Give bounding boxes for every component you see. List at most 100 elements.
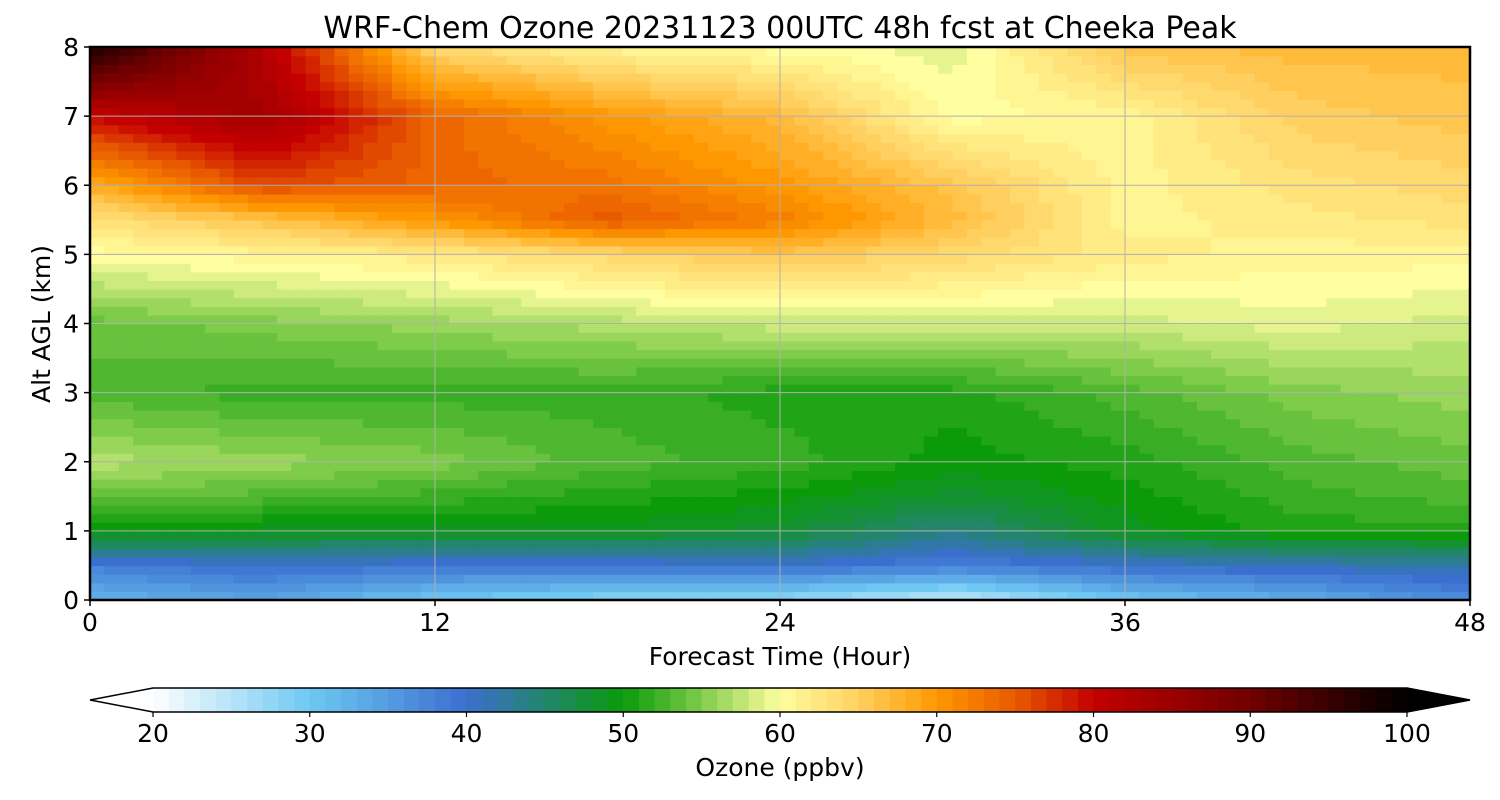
- contour-cell: [377, 193, 393, 204]
- contour-cell: [435, 288, 451, 299]
- contour-cell: [1096, 228, 1112, 238]
- contour-cell: [550, 574, 566, 584]
- contour-cell: [1268, 401, 1284, 411]
- contour-cell: [1153, 392, 1169, 402]
- contour-cell: [923, 150, 939, 161]
- contour-cell: [161, 349, 177, 359]
- contour-cell: [161, 522, 177, 532]
- contour-cell: [866, 237, 882, 247]
- contour-cell: [621, 167, 637, 178]
- contour-cell: [665, 176, 681, 186]
- contour-cell: [866, 556, 882, 567]
- contour-cell: [90, 142, 106, 152]
- contour-cell: [1369, 409, 1385, 420]
- contour-cell: [1096, 254, 1112, 264]
- contour-cell: [104, 237, 120, 247]
- contour-cell: [118, 444, 134, 454]
- contour-cell: [578, 176, 594, 186]
- contour-cell: [506, 349, 522, 359]
- contour-cell: [1398, 556, 1414, 567]
- contour-cell: [693, 565, 709, 575]
- contour-cell: [1225, 470, 1241, 480]
- contour-cell: [981, 513, 997, 523]
- contour-cell: [1053, 297, 1069, 307]
- contour-cell: [923, 453, 939, 463]
- contour-cell: [722, 237, 738, 247]
- contour-cell: [636, 271, 652, 281]
- contour-cell: [1412, 461, 1428, 472]
- contour-cell: [1254, 366, 1270, 377]
- contour-cell: [1053, 453, 1069, 463]
- contour-cell: [1268, 435, 1284, 446]
- contour-cell: [90, 591, 106, 600]
- contour-cell: [952, 237, 968, 247]
- contour-cell: [363, 314, 379, 325]
- contour-cell: [506, 453, 522, 463]
- contour-cell: [1096, 513, 1112, 523]
- contour-cell: [1455, 280, 1470, 290]
- contour-cell: [1110, 375, 1126, 385]
- contour-cell: [133, 202, 149, 212]
- contour-cell: [291, 470, 307, 480]
- contour-cell: [780, 358, 796, 368]
- contour-cell: [1426, 288, 1442, 299]
- contour-cell: [420, 383, 436, 394]
- contour-cell: [391, 202, 407, 212]
- contour-cell: [1053, 176, 1069, 186]
- contour-cell: [1110, 453, 1126, 463]
- contour-cell: [1340, 176, 1356, 186]
- contour-cell: [435, 556, 451, 567]
- contour-cell: [1211, 418, 1227, 428]
- contour-cell: [334, 574, 350, 584]
- contour-cell: [665, 479, 681, 489]
- contour-cell: [161, 461, 177, 472]
- contour-cell: [262, 401, 278, 411]
- contour-cell: [1383, 167, 1399, 178]
- contour-cell: [636, 383, 652, 394]
- contour-cell: [1038, 522, 1054, 532]
- contour-cell: [449, 219, 465, 230]
- contour-cell: [492, 383, 508, 394]
- contour-cell: [808, 314, 824, 325]
- contour-cell: [1283, 150, 1299, 161]
- contour-cell: [190, 306, 206, 316]
- contour-cell: [1383, 461, 1399, 472]
- contour-cell: [1240, 176, 1256, 186]
- contour-cell: [1182, 487, 1198, 498]
- contour-cell: [506, 306, 522, 316]
- contour-cell: [233, 401, 249, 411]
- contour-cell: [938, 332, 954, 342]
- contour-cell: [1225, 496, 1241, 506]
- contour-cell: [1355, 409, 1371, 420]
- contour-cell: [909, 409, 925, 420]
- contour-cell: [406, 314, 422, 325]
- contour-cell: [1412, 539, 1428, 549]
- contour-cell: [104, 548, 120, 558]
- contour-cell: [1355, 254, 1371, 264]
- contour-cell: [808, 297, 824, 307]
- contour-cell: [1340, 565, 1356, 575]
- contour-cell: [1240, 539, 1256, 549]
- contour-cell: [995, 219, 1011, 230]
- contour-cell: [1369, 237, 1385, 247]
- contour-cell: [334, 591, 350, 600]
- contour-cell: [1311, 167, 1327, 178]
- contour-cell: [305, 314, 321, 325]
- contour-cell: [1326, 254, 1342, 264]
- contour-cell: [320, 383, 336, 394]
- contour-cell: [1240, 245, 1256, 256]
- contour-cell: [1053, 159, 1069, 169]
- contour-cell: [851, 332, 867, 342]
- contour-cell: [104, 522, 120, 532]
- contour-cell: [1283, 444, 1299, 454]
- contour-cell: [463, 530, 479, 541]
- contour-cell: [1311, 539, 1327, 549]
- contour-cell: [1110, 522, 1126, 532]
- contour-cell: [363, 504, 379, 515]
- contour-cell: [722, 461, 738, 472]
- contour-cell: [679, 185, 695, 195]
- contour-cell: [895, 375, 911, 385]
- contour-cell: [593, 409, 609, 420]
- contour-cell: [463, 219, 479, 230]
